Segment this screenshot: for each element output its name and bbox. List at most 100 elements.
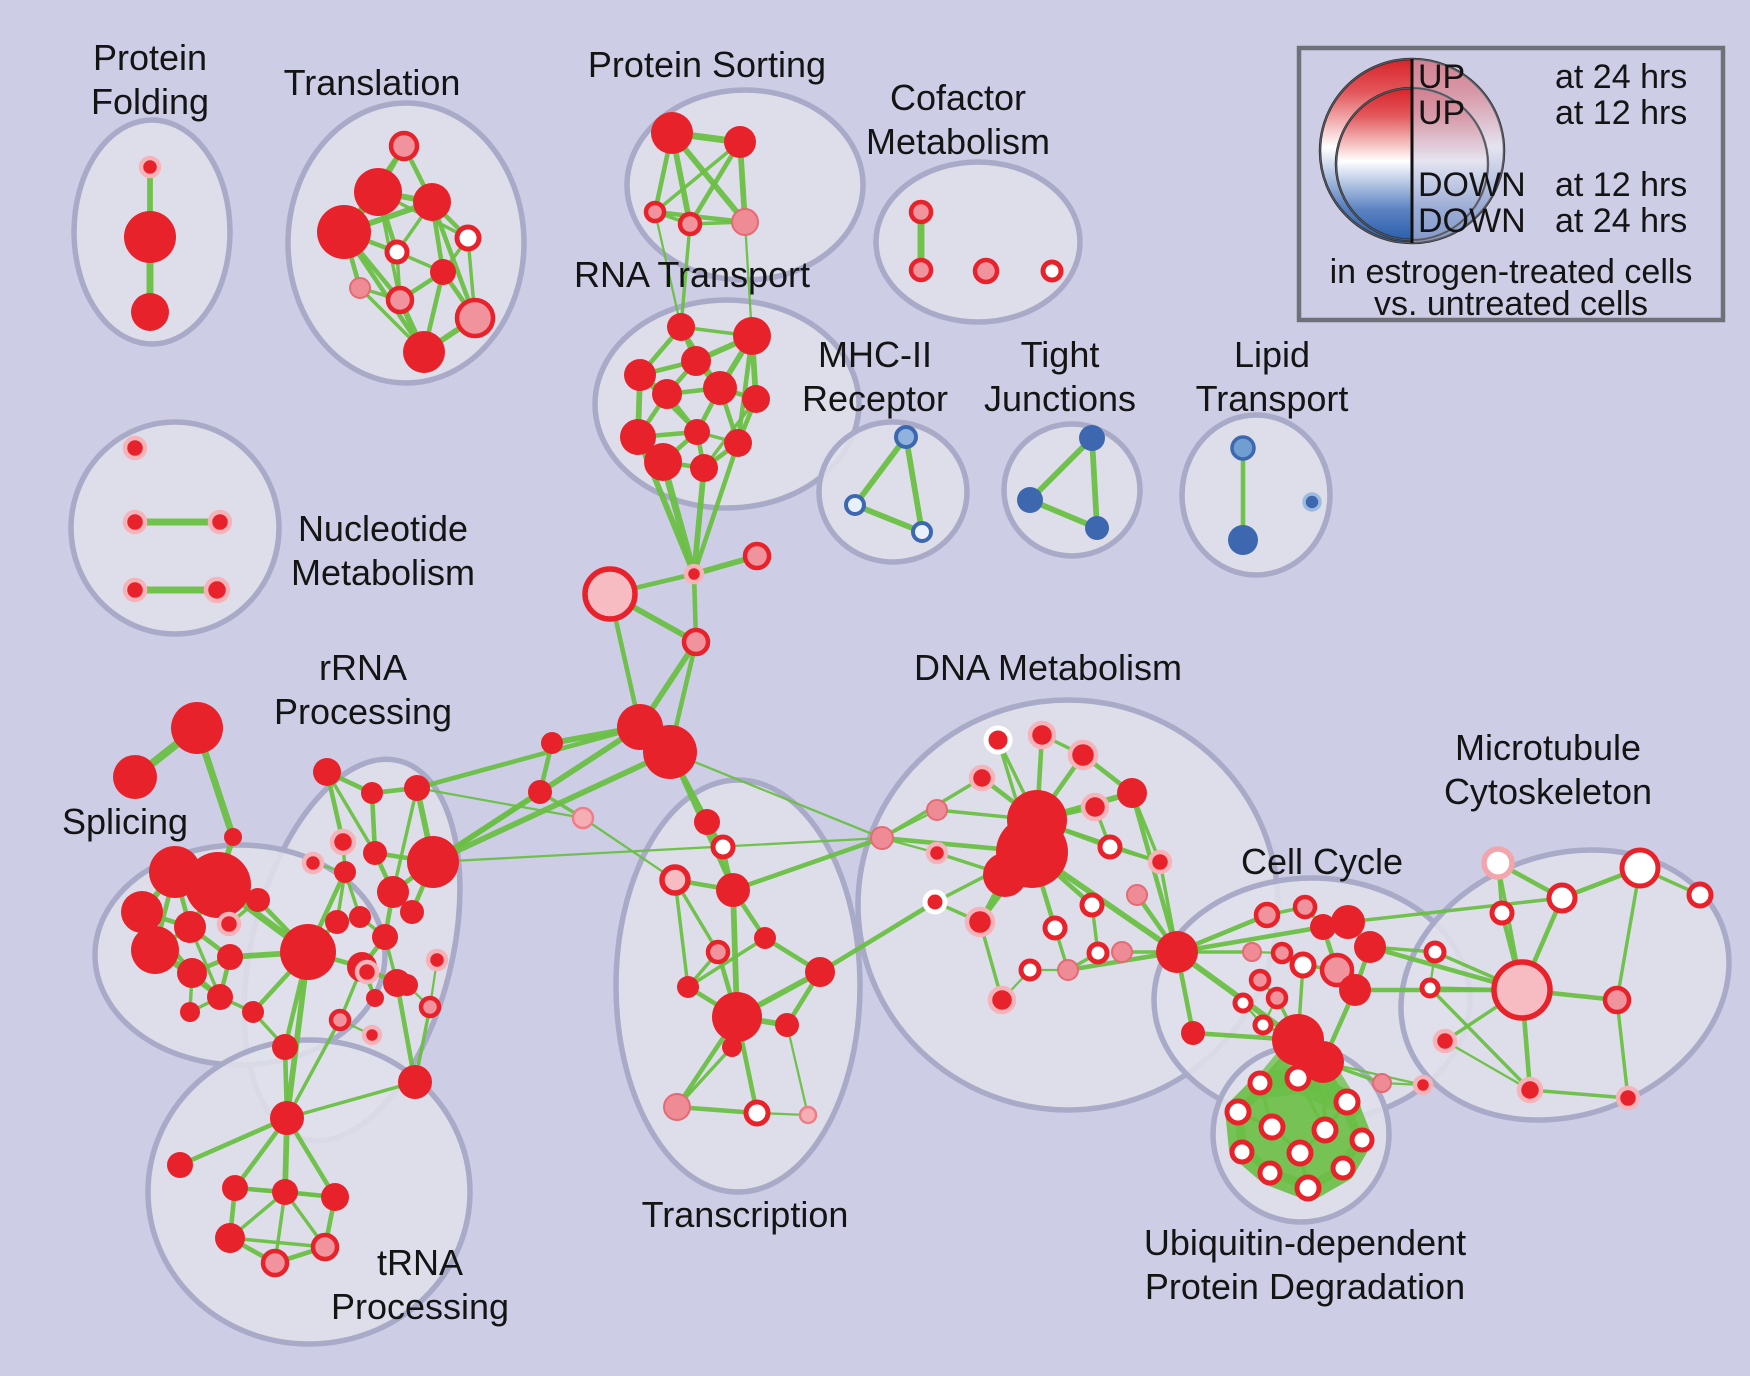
cluster-label-microtubule-cytoskeleton: Microtubule (1455, 727, 1641, 768)
legend-time-label: at 12 hrs (1555, 166, 1687, 204)
network-node-lp0 (1230, 435, 1256, 461)
network-node-dm6 (1080, 792, 1110, 822)
network-node-tn2 (222, 1175, 248, 1201)
network-edge (817, 899, 938, 975)
network-node-ps3 (677, 211, 703, 237)
legend-time-label: at 12 hrs (1555, 94, 1687, 132)
network-node-tl8 (385, 285, 415, 315)
network-node-s1 (742, 541, 772, 571)
network-edge (659, 458, 698, 578)
network-node-mh1 (844, 494, 866, 516)
network-node-rt9 (724, 429, 752, 457)
network-edge (1346, 896, 1564, 924)
network-node-rt5 (703, 371, 737, 405)
network-node-cc7 (1242, 942, 1262, 962)
network-node-rr8 (400, 900, 424, 924)
cluster-label-nucleotide-metabolism: Nucleotide (298, 508, 468, 549)
network-node-tg0 (171, 702, 223, 754)
network-node-tr10 (722, 1037, 742, 1057)
cluster-label-rna-transport: RNA Transport (574, 254, 810, 295)
network-node-pf2 (131, 293, 169, 331)
network-node-ub5 (1311, 1116, 1339, 1144)
network-node-tr2 (659, 864, 691, 896)
network-node-dm13 (922, 889, 948, 915)
network-edge (414, 724, 643, 791)
network-node-rt3 (624, 359, 656, 391)
network-node-cc13 (1252, 1014, 1274, 1036)
cluster-label-protein-folding: Protein (93, 37, 207, 78)
network-node-rr15 (396, 974, 418, 996)
network-node-mt3 (1423, 940, 1447, 964)
legend-state-label: UP (1418, 94, 1465, 132)
network-edge (1174, 924, 1326, 955)
network-edge (668, 750, 884, 840)
cluster-label-lipid-transport: Lipid (1234, 334, 1310, 375)
cluster-label-transcription: Transcription (642, 1194, 849, 1235)
network-node-tr13 (798, 1105, 818, 1125)
network-node-tr11 (663, 1093, 691, 1121)
network-edge (687, 139, 743, 227)
network-node-dm1 (1027, 720, 1057, 750)
network-node-tj2 (1085, 516, 1109, 540)
network-edge (581, 816, 677, 882)
network-node-nm1 (122, 509, 148, 535)
network-node-sp12 (272, 1034, 298, 1060)
network-node-tr8 (712, 992, 762, 1042)
network-node-rt6 (742, 385, 770, 413)
network-node-tj0 (1079, 425, 1105, 451)
network-node-s2 (582, 566, 638, 622)
cluster-label-ubiquitin-degradation: Ubiquitin-dependent (1144, 1222, 1466, 1263)
network-edge (285, 1080, 417, 1120)
network-edge (852, 502, 925, 535)
network-edge (673, 878, 690, 989)
network-node-cc8 (1270, 941, 1294, 965)
cluster-ellipse-trna-processing (145, 1037, 473, 1347)
network-node-mt0 (1481, 846, 1515, 880)
network-node-mt6 (1602, 985, 1632, 1015)
network-edge (1615, 998, 1630, 1100)
network-node-mh0 (894, 425, 918, 449)
network-node-rt1 (733, 317, 771, 355)
network-node-tn7 (260, 1248, 290, 1278)
network-node-dm14 (964, 906, 996, 938)
network-node-cc16 (1181, 1021, 1205, 1045)
network-edge (691, 465, 707, 577)
network-node-rrb (407, 836, 459, 888)
network-edge (691, 440, 741, 577)
cluster-label-tight-junctions: Tight (1021, 334, 1100, 375)
cluster-label-cofactor-metabolism: Metabolism (866, 121, 1050, 162)
network-edge (1443, 1039, 1532, 1092)
network-node-rt2 (681, 346, 711, 376)
network-node-l0 (541, 732, 563, 754)
network-node-rr14 (354, 959, 380, 985)
network-node-dm19 (1111, 941, 1133, 963)
network-node-rr4 (301, 851, 325, 875)
network-node-mt10 (1615, 1085, 1641, 1111)
network-node-cc11 (1265, 986, 1289, 1010)
network-node-dm4 (926, 799, 948, 821)
network-node-lp2 (1302, 492, 1322, 512)
cluster-label-microtubule-cytoskeleton: Cytoskeleton (1444, 771, 1652, 812)
network-node-sp9 (207, 984, 233, 1010)
network-node-ub9 (1330, 1155, 1356, 1181)
network-node-cc6 (1339, 974, 1371, 1006)
legend-state-label: DOWN (1418, 202, 1526, 240)
legend-caption: in estrogen-treated cells (1330, 253, 1693, 291)
network-node-rr10 (349, 906, 371, 928)
network-node-pf1 (124, 211, 176, 263)
cluster-ellipse-mhc-ii-receptor (816, 419, 970, 565)
network-node-rr7 (377, 876, 409, 908)
network-node-ub7 (1229, 1139, 1255, 1165)
network-node-tl0 (388, 130, 420, 162)
network-node-tg2 (224, 828, 242, 846)
network-node-rr11 (372, 924, 398, 950)
network-node-mt2 (1489, 900, 1515, 926)
legend: UP at 24 hrs UP at 12 hrs DOWN at 12 hrs DOWN a… (1296, 45, 1726, 323)
network-node-dm15 (1079, 892, 1105, 918)
network-node-cc18 (1412, 1074, 1434, 1096)
network-node-tl2 (413, 183, 451, 221)
legend-state-label: DOWN (1418, 166, 1526, 204)
network-edge (429, 199, 478, 321)
network-node-sp5 (131, 926, 179, 974)
